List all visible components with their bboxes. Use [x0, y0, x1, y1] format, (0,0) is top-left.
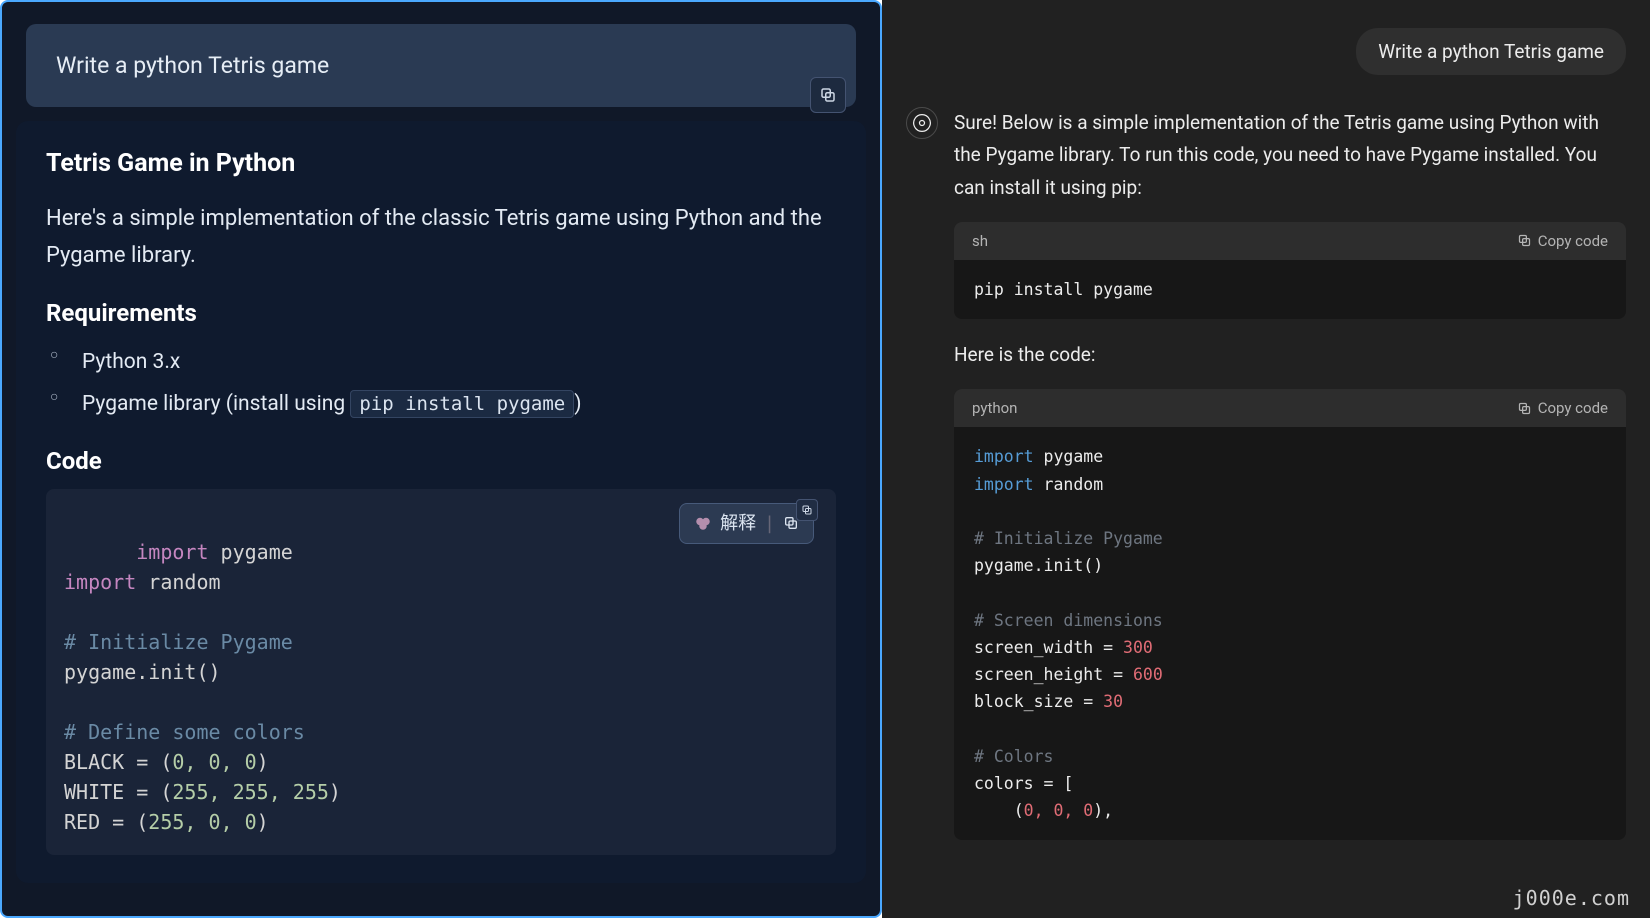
requirements-heading: Requirements	[46, 299, 836, 327]
code-line: )	[257, 810, 269, 834]
code-module: random	[1034, 475, 1104, 494]
code-keyword: import	[974, 475, 1034, 494]
code-block-python: python Copy code import pygame import ra…	[954, 389, 1626, 840]
user-prompt-text: Write a python Tetris game	[56, 52, 329, 79]
assistant-intro-text: Sure! Below is a simple implementation o…	[954, 107, 1626, 204]
code-line: )	[329, 780, 341, 804]
code-line: pygame.init()	[64, 660, 221, 684]
divider: |	[764, 510, 775, 537]
copy-prompt-button[interactable]	[810, 77, 846, 113]
code-comment: # Define some colors	[64, 720, 305, 744]
code-comment: # Initialize Pygame	[974, 529, 1163, 548]
req-text: Pygame library (install using	[82, 392, 350, 416]
copy-icon	[819, 86, 837, 104]
explain-label: 解释	[720, 510, 756, 537]
code-line: block_size =	[974, 692, 1103, 711]
list-item: Pygame library (install using pip instal…	[46, 383, 836, 425]
code-comment: # Initialize Pygame	[64, 630, 293, 654]
code-heading: Code	[46, 447, 836, 475]
list-item: Python 3.x	[46, 341, 836, 383]
response-intro: Here's a simple implementation of the cl…	[46, 200, 836, 275]
code-line: screen_height =	[974, 665, 1133, 684]
code-block-sh: sh Copy code pip install pygame	[954, 222, 1626, 319]
code-number: 255, 0, 0	[148, 810, 256, 834]
assistant-response-card: Tetris Game in Python Here's a simple im…	[16, 121, 866, 883]
req-text: )	[574, 392, 581, 416]
code-lang-label: python	[972, 399, 1017, 417]
user-message-row: Write a python Tetris game	[906, 28, 1626, 75]
assistant-message-row: Sure! Below is a simple implementation o…	[906, 107, 1626, 860]
code-toolbar: 解释 |	[679, 503, 814, 544]
code-module: pygame	[1034, 447, 1104, 466]
copy-label: Copy code	[1538, 399, 1608, 417]
code-number: 0, 0, 0	[172, 750, 256, 774]
right-chat-panel: Write a python Tetris game Sure! Below i…	[882, 0, 1650, 918]
code-line: BLACK = (	[64, 750, 172, 774]
response-title: Tetris Game in Python	[46, 149, 836, 178]
code-line: WHITE = (	[64, 780, 172, 804]
watermark-text: j000e.com	[1513, 886, 1630, 910]
copy-icon	[1517, 233, 1532, 248]
code-comment: # Colors	[974, 747, 1053, 766]
copy-label: Copy code	[1538, 232, 1608, 250]
code-number: 300	[1123, 638, 1153, 657]
assistant-content: Sure! Below is a simple implementation o…	[954, 107, 1626, 860]
code-line: RED = (	[64, 810, 148, 834]
code-keyword: import	[974, 447, 1034, 466]
code-line: ),	[1093, 801, 1113, 820]
code-block[interactable]: 解释 | import pygame import random # Initi…	[46, 489, 836, 855]
brain-icon	[694, 514, 712, 532]
code-body[interactable]: pip install pygame	[954, 260, 1626, 319]
left-chat-panel: Write a python Tetris game Tetris Game i…	[0, 0, 882, 918]
copy-icon	[1517, 401, 1532, 416]
code-number: 255, 255, 255	[172, 780, 329, 804]
code-line: screen_width =	[974, 638, 1123, 657]
code-body[interactable]: import pygame import random # Initialize…	[954, 427, 1626, 840]
code-comment: # Screen dimensions	[974, 611, 1163, 630]
code-line: )	[257, 750, 269, 774]
code-keyword: import	[64, 570, 136, 594]
requirements-list: Python 3.x Pygame library (install using…	[46, 341, 836, 425]
copy-code-button[interactable]: Copy code	[1517, 399, 1608, 417]
code-module: pygame	[209, 540, 293, 564]
assistant-avatar-icon	[906, 107, 938, 139]
here-is-code-text: Here is the code:	[954, 339, 1626, 371]
code-number: 0, 0, 0	[1024, 801, 1094, 820]
copy-code-button-small[interactable]	[796, 499, 818, 521]
code-line: pygame.init()	[974, 556, 1103, 575]
code-number: 600	[1133, 665, 1163, 684]
code-module: random	[136, 570, 220, 594]
code-lang-label: sh	[972, 232, 988, 250]
code-number: 30	[1103, 692, 1123, 711]
user-prompt-box: Write a python Tetris game	[26, 24, 856, 107]
code-header: python Copy code	[954, 389, 1626, 427]
user-message-bubble: Write a python Tetris game	[1356, 28, 1626, 75]
copy-icon	[801, 504, 813, 516]
inline-code: pip install pygame	[350, 390, 574, 418]
code-line: (	[974, 801, 1024, 820]
code-line: colors = [	[974, 774, 1073, 793]
code-keyword: import	[136, 540, 208, 564]
copy-code-button[interactable]: Copy code	[1517, 232, 1608, 250]
code-header: sh Copy code	[954, 222, 1626, 260]
explain-button[interactable]: 解释 |	[679, 503, 814, 544]
